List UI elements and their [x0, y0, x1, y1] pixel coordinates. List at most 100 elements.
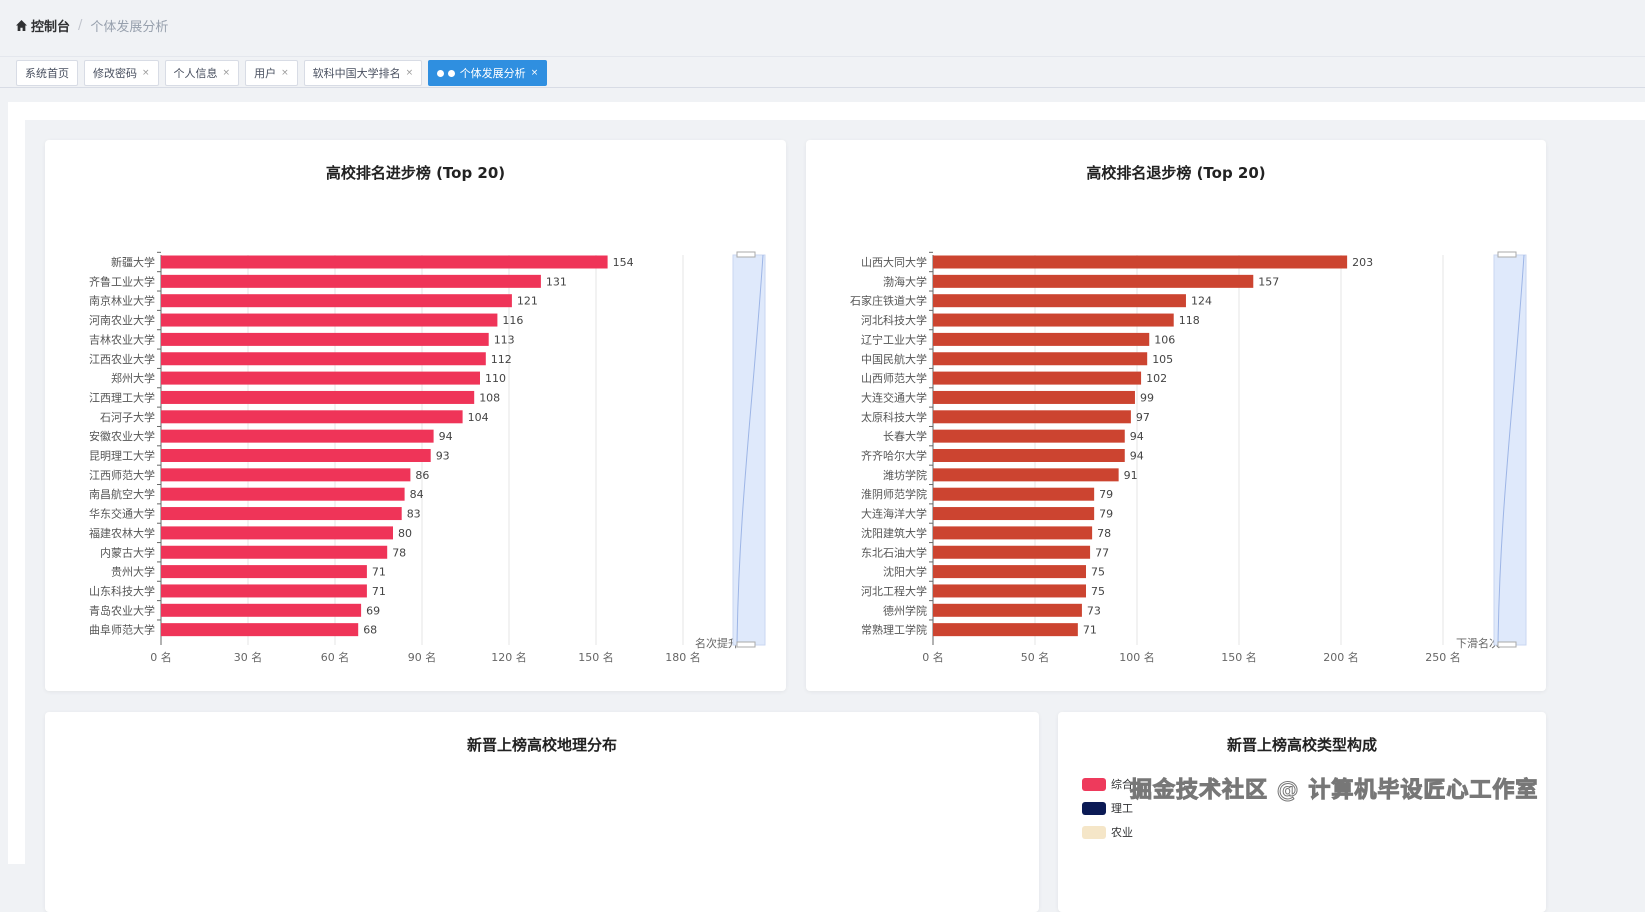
- tab-5[interactable]: 个体发展分析 ×: [428, 60, 548, 86]
- tab-4[interactable]: 软科中国大学排名 ×: [303, 60, 423, 86]
- bar[interactable]: [933, 584, 1086, 598]
- bar[interactable]: [161, 352, 486, 366]
- x-tick-label: 0 名: [150, 650, 172, 664]
- y-tick-label: 河南农业大学: [89, 313, 155, 327]
- bar[interactable]: [161, 468, 411, 482]
- datazoom-handle-top[interactable]: [736, 251, 756, 258]
- bar[interactable]: [933, 545, 1091, 559]
- bar[interactable]: [161, 603, 362, 617]
- bar[interactable]: [933, 390, 1135, 404]
- bar[interactable]: [161, 371, 480, 385]
- data-label: 78: [1097, 527, 1111, 540]
- bar[interactable]: [161, 449, 431, 462]
- bar[interactable]: [933, 487, 1095, 501]
- bar[interactable]: [933, 255, 1348, 269]
- bar[interactable]: [933, 449, 1125, 462]
- datazoom-handle-bottom[interactable]: [1497, 641, 1517, 648]
- data-label: 86: [415, 469, 429, 482]
- home-icon: [16, 20, 27, 31]
- bar[interactable]: [161, 487, 405, 501]
- bar[interactable]: [933, 332, 1150, 346]
- bar[interactable]: [933, 410, 1131, 424]
- data-label: 116: [502, 314, 523, 327]
- datazoom-slider[interactable]: [1493, 254, 1527, 646]
- bar[interactable]: [161, 623, 359, 637]
- tab-3[interactable]: 用户 ×: [245, 60, 298, 86]
- active-dot-icon: [437, 67, 455, 80]
- decline-bar-chart: 0 名 50 名 100 名 150 名 200 名 250 名 山西大同大学 203 渤海大学…: [850, 251, 1527, 664]
- close-icon[interactable]: ×: [530, 68, 539, 78]
- data-label: 79: [1099, 508, 1113, 521]
- bar[interactable]: [161, 255, 608, 269]
- bar[interactable]: [933, 352, 1148, 366]
- y-tick-label: 河北工程大学: [861, 584, 927, 598]
- bar[interactable]: [161, 429, 434, 443]
- tab-1[interactable]: 修改密码 ×: [84, 60, 159, 86]
- y-tick-label: 南京林业大学: [89, 294, 155, 308]
- tab-label: 用户: [254, 67, 277, 80]
- close-icon[interactable]: ×: [281, 68, 289, 78]
- datazoom-handle-top[interactable]: [1497, 251, 1517, 258]
- data-label: 77: [1095, 546, 1109, 559]
- tab-label: 修改密码: [93, 67, 137, 80]
- legend-label: 综合: [1111, 778, 1133, 791]
- data-label: 102: [1146, 372, 1167, 385]
- y-tick-label: 曲阜师范大学: [89, 623, 155, 637]
- y-tick-label: 内蒙古大学: [100, 545, 155, 559]
- bar[interactable]: [161, 526, 393, 540]
- bar[interactable]: [161, 390, 475, 404]
- data-label: 99: [1140, 391, 1154, 404]
- bar[interactable]: [933, 371, 1142, 385]
- bar[interactable]: [933, 313, 1174, 327]
- bar[interactable]: [933, 526, 1093, 540]
- legend-item[interactable]: 农业: [1082, 820, 1133, 844]
- y-tick-label: 安徽农业大学: [89, 429, 155, 443]
- tab-label: 个体发展分析: [459, 67, 526, 80]
- bar[interactable]: [933, 565, 1086, 579]
- progress-bar-chart: 0 名 30 名 60 名 90 名 120 名 150 名 180 名 新疆大学 154 齐鲁工…: [89, 251, 766, 664]
- close-icon[interactable]: ×: [142, 68, 150, 78]
- tab-0[interactable]: 系统首页: [16, 60, 78, 86]
- bar[interactable]: [161, 332, 489, 346]
- bar[interactable]: [933, 294, 1186, 308]
- data-label: 68: [363, 624, 377, 637]
- bar[interactable]: [161, 294, 512, 308]
- datazoom-slider[interactable]: [732, 254, 766, 646]
- bar[interactable]: [161, 410, 463, 424]
- data-label: 108: [479, 391, 500, 404]
- close-icon[interactable]: ×: [405, 68, 414, 78]
- data-label: 75: [1091, 566, 1105, 579]
- legend-item[interactable]: 综合: [1082, 772, 1133, 796]
- bar[interactable]: [161, 507, 402, 521]
- y-tick-label: 河北科技大学: [861, 313, 927, 327]
- bar[interactable]: [161, 274, 541, 288]
- breadcrumb-home[interactable]: 控制台: [16, 16, 70, 35]
- bar[interactable]: [933, 274, 1254, 288]
- tab-label: 系统首页: [25, 67, 69, 80]
- tab-2[interactable]: 个人信息 ×: [164, 60, 240, 86]
- y-tick-label: 淮阴师范学院: [861, 487, 927, 501]
- chart-title: 新晋上榜高校类型构成: [1226, 736, 1377, 754]
- close-icon[interactable]: ×: [222, 68, 231, 78]
- datazoom-handle-bottom[interactable]: [736, 641, 756, 648]
- bar[interactable]: [933, 468, 1119, 482]
- bar[interactable]: [933, 603, 1082, 617]
- bar[interactable]: [161, 313, 498, 327]
- bar[interactable]: [933, 507, 1095, 521]
- bar[interactable]: [161, 584, 367, 598]
- x-tick-label: 90 名: [408, 650, 437, 664]
- bar[interactable]: [933, 429, 1125, 443]
- y-tick-label: 郑州大学: [111, 371, 155, 385]
- legend-item[interactable]: 理工: [1082, 796, 1133, 820]
- y-tick-label: 江西理工大学: [89, 390, 155, 404]
- legend-swatch: [1082, 777, 1106, 791]
- bar[interactable]: [161, 565, 367, 579]
- data-label: 203: [1352, 256, 1373, 269]
- bar[interactable]: [933, 623, 1078, 637]
- y-tick-label: 东北石油大学: [861, 545, 927, 559]
- x-axis-name: 名次提升: [695, 636, 739, 650]
- bar[interactable]: [161, 545, 388, 559]
- x-tick-label: 180 名: [665, 650, 701, 664]
- tab-label: 软科中国大学排名: [312, 67, 401, 80]
- type-legend: 综合理工 农业: [1082, 772, 1133, 844]
